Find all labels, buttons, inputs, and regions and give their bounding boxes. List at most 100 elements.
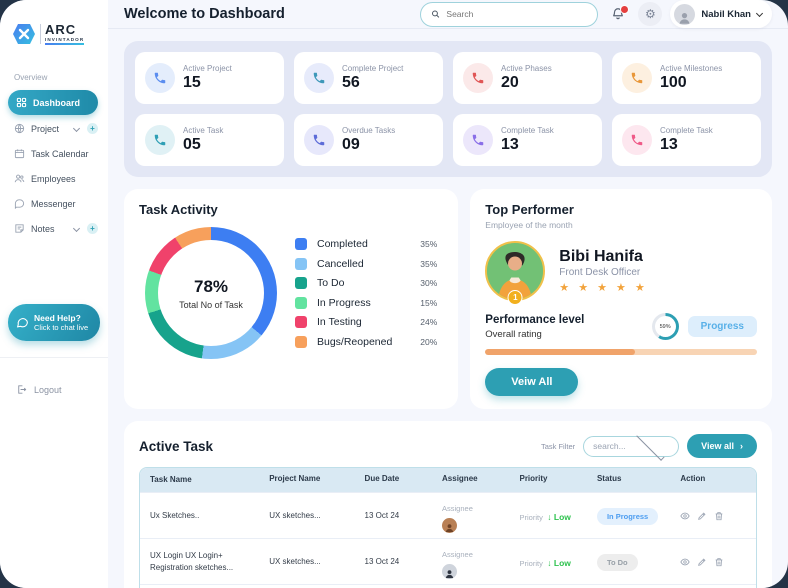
stat-card-active-project: Active Project 15 bbox=[135, 52, 284, 104]
top-performer-subtitle: Employee of the month bbox=[485, 220, 573, 230]
stat-label: Overdue Tasks bbox=[342, 126, 396, 135]
notifications-button[interactable] bbox=[606, 2, 630, 26]
help-title: Need Help? bbox=[34, 313, 81, 323]
stat-card-complete-project: Complete Project 56 bbox=[294, 52, 443, 104]
status-cell: In Progress bbox=[596, 506, 680, 525]
table-row: Ux Sketches.. UX sketches... 13 Oct 24 A… bbox=[140, 492, 756, 538]
stat-value: 13 bbox=[660, 136, 678, 153]
actions-cell bbox=[680, 511, 746, 521]
logout-icon bbox=[18, 385, 27, 394]
chevron-down-icon bbox=[72, 224, 81, 233]
chevron-down-icon bbox=[635, 432, 664, 460]
task-filter-select[interactable]: search... bbox=[583, 432, 680, 460]
top-performer-title: Top Performer bbox=[485, 202, 574, 217]
chevron-down-icon bbox=[755, 9, 764, 17]
star-rating: ★ ★ ★ ★ ★ bbox=[559, 282, 648, 294]
sidebar-section-label: Overview bbox=[14, 73, 48, 82]
grid-icon bbox=[16, 97, 27, 108]
edit-icon[interactable] bbox=[697, 557, 707, 567]
top-bar: Welcome to Dashboard ⚙ Nabil Khan bbox=[108, 0, 788, 29]
column-header: Priority bbox=[519, 474, 548, 483]
stat-card-complete-task-1: Complete Task 13 bbox=[453, 114, 602, 166]
phone-icon bbox=[304, 125, 334, 155]
stats-panel: Active Project 15 Complete Project 56 Ac… bbox=[124, 41, 772, 177]
stat-value: 15 bbox=[183, 74, 201, 91]
sidebar-item-label: Project bbox=[31, 123, 60, 134]
logout-button[interactable]: Logout bbox=[0, 357, 108, 395]
legend-swatch bbox=[295, 238, 307, 251]
assignee-cell: Assignee bbox=[442, 498, 519, 533]
add-project-button[interactable]: + bbox=[87, 123, 98, 134]
view-all-button[interactable]: Veiw All bbox=[485, 368, 579, 396]
legend-item: To Do 30 bbox=[295, 277, 437, 290]
performance-level-label: Performance level bbox=[485, 313, 585, 326]
stat-card-active-milestones: Active Milestones 100 bbox=[612, 52, 761, 104]
brand-logo: ARC INVINTADOR bbox=[0, 0, 108, 59]
sidebar-item-label: Task Calendar bbox=[31, 148, 89, 159]
phone-icon bbox=[463, 125, 493, 155]
legend-swatch bbox=[295, 335, 307, 348]
column-header: Status bbox=[596, 474, 622, 483]
rank-medal-badge: 1 bbox=[507, 290, 523, 305]
content: Active Project 15 Complete Project 56 Ac… bbox=[108, 29, 788, 588]
top-performer-card: Top Performer Employee of the month 1 Bi… bbox=[470, 189, 772, 409]
sidebar-item-messenger[interactable]: Messenger bbox=[0, 192, 108, 215]
status-badge: In Progress bbox=[596, 508, 659, 525]
sidebar-item-project[interactable]: Project + bbox=[0, 117, 108, 140]
notification-badge bbox=[620, 5, 630, 14]
avatar bbox=[442, 564, 458, 579]
actions-cell bbox=[680, 557, 746, 567]
phone-icon bbox=[463, 63, 493, 93]
logo-mark-icon bbox=[13, 23, 35, 44]
stat-card-complete-task-2: Complete Task 13 bbox=[612, 114, 761, 166]
task-filter-label: Task Filter bbox=[540, 441, 576, 451]
assignee-cell: Assignee bbox=[442, 544, 519, 579]
stat-label: Active Task bbox=[183, 126, 224, 135]
sidebar-item-dashboard[interactable]: Dashboard bbox=[8, 90, 98, 115]
logo-divider bbox=[40, 23, 41, 44]
active-task-table: Task Name Project Name Due Date Assignee… bbox=[139, 467, 757, 588]
stat-label: Complete Task bbox=[501, 126, 554, 135]
phone-icon bbox=[622, 63, 652, 93]
stat-label: Active Phases bbox=[501, 64, 552, 73]
brand-subtitle: INVINTADOR bbox=[45, 37, 85, 45]
search-input[interactable] bbox=[446, 9, 588, 19]
legend-item: Cancelled 35 bbox=[295, 257, 437, 270]
settings-button[interactable]: ⚙ bbox=[638, 2, 663, 26]
stat-label: Active Project bbox=[183, 64, 232, 73]
table-view-all-button[interactable]: View all › bbox=[687, 434, 757, 458]
stat-value: 56 bbox=[342, 74, 360, 91]
priority-arrow-icon: ↓ bbox=[547, 511, 552, 522]
sidebar-item-notes[interactable]: Notes + bbox=[0, 217, 108, 240]
priority-cell: Priority ↓ Low bbox=[519, 511, 571, 522]
stat-value: 05 bbox=[183, 136, 201, 153]
progress-chip[interactable]: Progress bbox=[687, 316, 757, 337]
search-box bbox=[420, 1, 599, 27]
sidebar-item-label: Employees bbox=[31, 173, 76, 184]
status-cell: To Do bbox=[596, 552, 680, 571]
sidebar-item-employees[interactable]: Employees bbox=[0, 167, 108, 190]
sidebar-nav: Dashboard Project + Task Calendar Employ… bbox=[0, 90, 108, 240]
add-note-button[interactable]: + bbox=[87, 223, 98, 234]
edit-icon[interactable] bbox=[697, 511, 707, 521]
priority-cell: Priority ↓ Low bbox=[519, 557, 571, 568]
view-icon[interactable] bbox=[680, 511, 691, 521]
chat-bubble-icon bbox=[16, 318, 28, 328]
need-help-button[interactable]: Need Help? Click to chat live bbox=[8, 304, 100, 341]
view-icon[interactable] bbox=[680, 557, 691, 567]
globe-icon bbox=[14, 123, 25, 134]
legend-swatch bbox=[295, 296, 307, 309]
delete-icon[interactable] bbox=[714, 557, 724, 567]
chevron-down-icon bbox=[72, 124, 81, 133]
logout-label: Logout bbox=[34, 384, 62, 395]
bell-icon bbox=[613, 8, 624, 20]
user-menu[interactable]: Nabil Khan bbox=[670, 0, 772, 28]
delete-icon[interactable] bbox=[714, 511, 724, 521]
sidebar-item-task-calendar[interactable]: Task Calendar bbox=[0, 142, 108, 165]
table-header-row: Task Name Project Name Due Date Assignee… bbox=[140, 468, 756, 492]
priority-value: Low bbox=[553, 557, 571, 568]
stat-card-overdue-tasks: Overdue Tasks 09 bbox=[294, 114, 443, 166]
priority-arrow-icon: ↓ bbox=[547, 557, 552, 568]
progress-ring: 59 bbox=[651, 313, 679, 340]
